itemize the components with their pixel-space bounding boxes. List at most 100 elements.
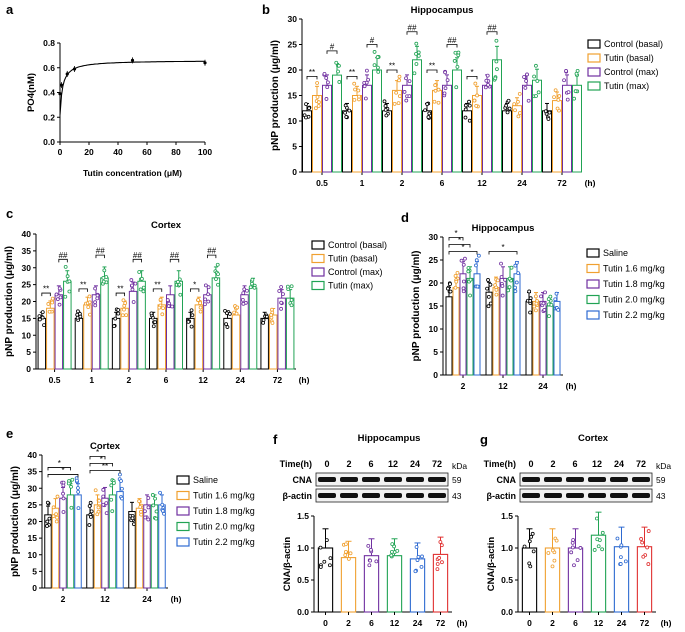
chart-title: Cortex bbox=[90, 441, 121, 452]
fit-curve bbox=[59, 60, 205, 115]
data-point bbox=[523, 86, 528, 90]
data-point bbox=[55, 297, 60, 302]
data-point bbox=[494, 287, 499, 292]
significance-bracket bbox=[448, 237, 464, 241]
data-point bbox=[316, 100, 321, 105]
data-point bbox=[118, 472, 122, 477]
data-point bbox=[514, 280, 519, 285]
x-tick-label: 2 bbox=[61, 594, 66, 604]
data-point bbox=[54, 519, 59, 524]
bar-tutin-1-8-mg-kg bbox=[499, 277, 507, 376]
x-tick-label: 24 bbox=[538, 381, 548, 391]
axes-g: 0.0 0.5 1.0 1.5 0 2 6 12 24 72 (h) CNA/β-actin Corte… bbox=[484, 433, 672, 628]
data-point bbox=[459, 258, 464, 263]
blot-lane-label: 6 bbox=[368, 459, 373, 469]
legend-entry: Saline bbox=[193, 475, 218, 485]
data-point bbox=[109, 497, 114, 502]
data-point bbox=[503, 277, 507, 282]
significance-bracket bbox=[466, 75, 478, 80]
bar-tutin-2-2-mg-kg bbox=[116, 491, 124, 589]
legend-entry: Tutin 1.8 mg/kg bbox=[603, 279, 665, 289]
data-point bbox=[102, 268, 107, 273]
legend-swatch bbox=[311, 267, 325, 277]
data-point bbox=[453, 50, 458, 55]
data-point bbox=[124, 313, 129, 317]
data-point bbox=[575, 68, 580, 73]
data-point bbox=[261, 320, 266, 325]
data-point bbox=[58, 295, 63, 300]
data-point bbox=[352, 97, 357, 102]
data-point bbox=[475, 93, 479, 98]
data-point bbox=[413, 569, 418, 574]
data-point bbox=[203, 61, 207, 65]
data-point bbox=[452, 59, 457, 63]
data-point bbox=[557, 94, 562, 98]
data-point bbox=[322, 71, 327, 76]
data-point bbox=[225, 325, 230, 329]
data-point bbox=[216, 272, 220, 277]
y-tick-label: 25 bbox=[288, 40, 298, 50]
data-point bbox=[528, 564, 533, 569]
data-point bbox=[223, 308, 227, 313]
data-point bbox=[119, 479, 123, 483]
bar bbox=[386, 555, 403, 613]
panel-label-c: c bbox=[6, 206, 13, 221]
data-point bbox=[51, 514, 56, 519]
data-point bbox=[252, 285, 257, 290]
data-point bbox=[522, 75, 526, 79]
data-point bbox=[104, 275, 109, 279]
data-point bbox=[506, 98, 511, 103]
data-point bbox=[570, 540, 575, 545]
data-point bbox=[88, 515, 93, 519]
data-point bbox=[137, 270, 142, 274]
y-tick-label: 10 bbox=[28, 550, 38, 560]
data-point bbox=[130, 516, 135, 521]
blot-band bbox=[610, 477, 628, 482]
legend-swatch bbox=[587, 53, 601, 63]
data-point bbox=[307, 106, 311, 111]
data-point bbox=[69, 505, 74, 510]
bar-control-basal- bbox=[260, 317, 269, 370]
data-point bbox=[67, 279, 72, 284]
chart-title: Hippocampus bbox=[411, 5, 474, 16]
data-point bbox=[494, 59, 499, 64]
data-point bbox=[535, 79, 540, 83]
x-tick-label: 1 bbox=[89, 375, 94, 385]
data-point bbox=[353, 87, 357, 92]
blot-band bbox=[384, 493, 402, 498]
data-point bbox=[440, 560, 444, 565]
data-point bbox=[527, 539, 532, 544]
y-tick-label: 40 bbox=[28, 450, 38, 460]
data-point bbox=[425, 102, 430, 106]
legend-swatch bbox=[586, 310, 600, 320]
x-unit-label: (h) bbox=[171, 594, 182, 604]
chart-title: Hippocampus bbox=[358, 433, 421, 444]
data-point bbox=[474, 103, 479, 108]
data-point bbox=[572, 563, 576, 568]
blot-lane-label: 12 bbox=[592, 459, 602, 469]
data-point bbox=[58, 92, 62, 96]
data-point bbox=[494, 292, 499, 297]
significance-label: * bbox=[454, 229, 457, 238]
data-point bbox=[50, 300, 55, 305]
significance-label: * bbox=[501, 243, 504, 252]
data-point bbox=[61, 480, 66, 485]
data-point bbox=[414, 62, 419, 66]
data-point bbox=[324, 76, 329, 80]
data-point bbox=[641, 554, 646, 559]
data-point bbox=[198, 301, 203, 305]
x-unit-label: (h) bbox=[585, 178, 596, 188]
significance-label: ** bbox=[389, 62, 395, 71]
data-point bbox=[162, 511, 166, 516]
data-point bbox=[553, 88, 558, 93]
bar-control-basal- bbox=[502, 110, 512, 173]
blot-band bbox=[588, 477, 606, 482]
y-tick-label: 10 bbox=[429, 324, 439, 334]
blot-band bbox=[384, 477, 402, 482]
y-tick-label: 0.0 bbox=[43, 137, 55, 147]
data-point bbox=[348, 551, 353, 556]
data-point bbox=[65, 72, 69, 76]
data-point bbox=[88, 312, 92, 317]
significance-bracket bbox=[189, 288, 200, 292]
data-point bbox=[445, 78, 450, 83]
